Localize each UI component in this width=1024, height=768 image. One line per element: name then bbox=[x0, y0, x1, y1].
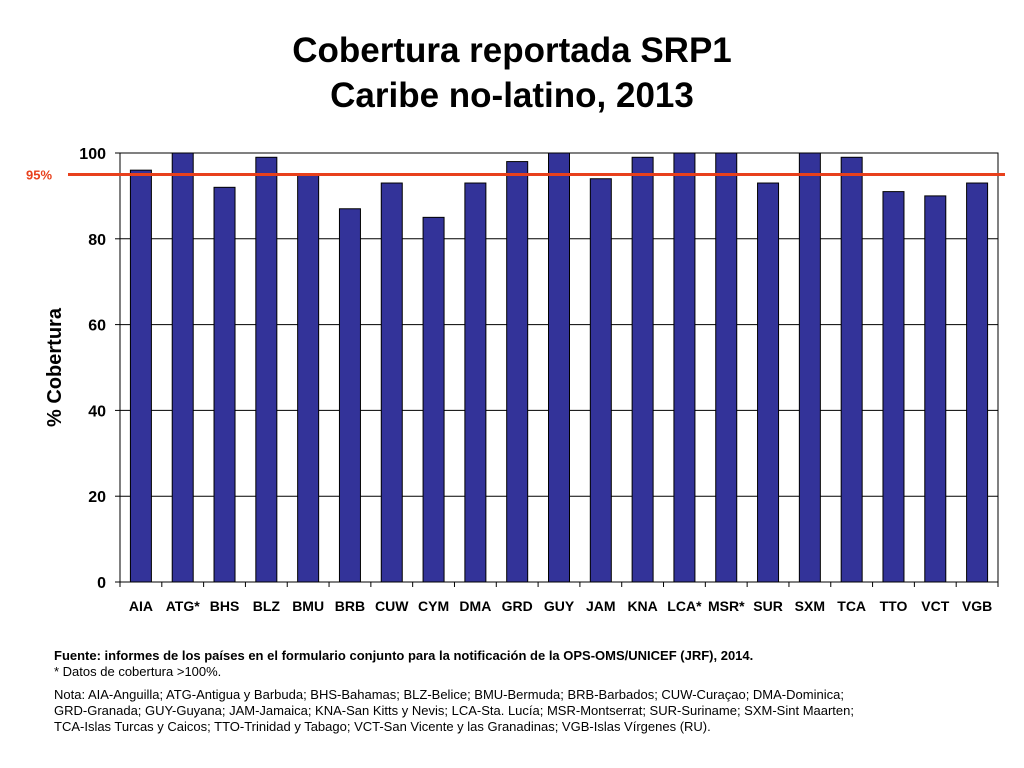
bar bbox=[297, 173, 320, 583]
bar bbox=[213, 186, 236, 583]
y-axis-label: % Cobertura bbox=[44, 307, 66, 427]
reference-line-label: 95% bbox=[26, 167, 52, 182]
x-tick-label: BHS bbox=[210, 598, 240, 614]
bar bbox=[631, 156, 654, 583]
x-tick-label: SUR bbox=[753, 598, 783, 614]
chart-title-line-2: Caribe no-latino, 2013 bbox=[330, 76, 694, 115]
x-tick-label: BMU bbox=[292, 598, 324, 614]
x-tick-label: GUY bbox=[544, 598, 575, 614]
x-tick-label: MSR* bbox=[708, 598, 745, 614]
x-tick-label: GRD bbox=[502, 598, 533, 614]
bar bbox=[924, 195, 947, 583]
y-tick-label: 100 bbox=[79, 146, 106, 163]
bar bbox=[673, 152, 696, 583]
bar bbox=[338, 208, 361, 583]
x-tick-label: ATG* bbox=[166, 598, 201, 614]
bar bbox=[966, 182, 989, 583]
chart-title-line-1: Cobertura reportada SRP1 bbox=[292, 31, 732, 70]
x-tick-label: CUW bbox=[375, 598, 409, 614]
abbreviation-note: Nota: AIA-Anguilla; ATG-Antigua y Barbud… bbox=[54, 687, 1014, 735]
chart-notes: Fuente: informes de los países en el for… bbox=[54, 648, 1014, 735]
bar bbox=[129, 169, 152, 583]
bar bbox=[171, 152, 194, 583]
x-tick-label: TTO bbox=[880, 598, 908, 614]
bar bbox=[464, 182, 487, 583]
x-tick-label: KNA bbox=[627, 598, 657, 614]
chart-title: Cobertura reportada SRP1 Caribe no-latin… bbox=[0, 28, 1024, 118]
bar bbox=[589, 178, 612, 583]
abbreviation-note-line: GRD-Granada; GUY-Guyana; JAM-Jamaica; KN… bbox=[54, 703, 854, 718]
x-tick-label: VGB bbox=[962, 598, 992, 614]
bar bbox=[882, 191, 905, 583]
bar bbox=[798, 152, 821, 583]
asterisk-note: * Datos de cobertura >100%. bbox=[54, 664, 222, 679]
y-tick-label: 80 bbox=[88, 232, 106, 249]
y-tick-label: 40 bbox=[88, 403, 106, 420]
x-tick-label: JAM bbox=[586, 598, 616, 614]
x-tick-label: DMA bbox=[459, 598, 491, 614]
bar bbox=[840, 156, 863, 583]
x-tick-label: SXM bbox=[795, 598, 825, 614]
y-tick-label: 20 bbox=[88, 489, 106, 506]
x-tick-label: BLZ bbox=[253, 598, 281, 614]
abbreviation-note-line: TCA-Islas Turcas y Caicos; TTO-Trinidad … bbox=[54, 719, 711, 734]
bar bbox=[255, 156, 278, 583]
x-tick-label: BRB bbox=[335, 598, 365, 614]
bar bbox=[506, 161, 529, 583]
x-tick-label: AIA bbox=[129, 598, 153, 614]
bar bbox=[548, 152, 570, 583]
abbreviation-note-line: Nota: AIA-Anguilla; ATG-Antigua y Barbud… bbox=[54, 687, 844, 702]
y-tick-label: 60 bbox=[88, 318, 106, 335]
bar bbox=[757, 182, 780, 583]
bar bbox=[715, 152, 738, 583]
x-tick-label: CYM bbox=[418, 598, 449, 614]
x-tick-label: LCA* bbox=[667, 598, 702, 614]
bar bbox=[380, 182, 403, 583]
x-tick-label: VCT bbox=[921, 598, 949, 614]
source-note: Fuente: informes de los países en el for… bbox=[54, 648, 754, 663]
bar bbox=[422, 216, 445, 583]
y-tick-label: 0 bbox=[97, 575, 106, 592]
bar-chart: 0 20 40 60 80 100 % Cobertura AIA ATG* BHS BLZ BMU B… bbox=[26, 146, 1005, 614]
x-tick-label: TCA bbox=[837, 598, 866, 614]
